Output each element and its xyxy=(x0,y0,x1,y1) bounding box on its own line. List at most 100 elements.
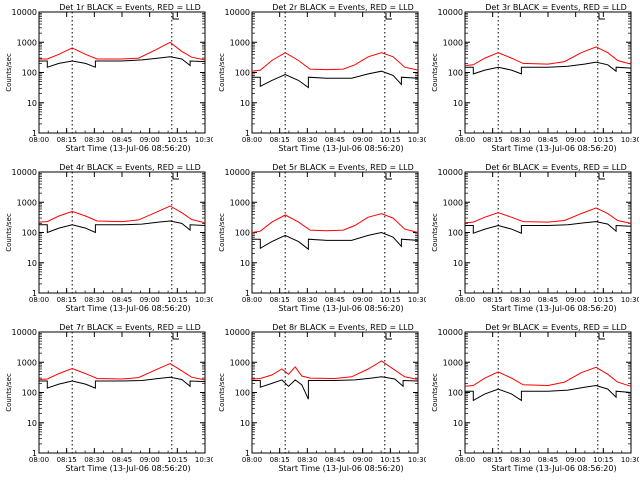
y-tick-label: 10 xyxy=(27,419,37,428)
corner-mark xyxy=(385,333,392,340)
x-tick-label: 08:00 xyxy=(455,136,475,144)
x-tick-label: 09:00 xyxy=(140,136,160,144)
x-tick-label: 08:45 xyxy=(538,136,558,144)
x-tick-label: 08:30 xyxy=(510,456,530,464)
chart-title: Det 2r BLACK = Events, RED = LLD xyxy=(272,3,414,12)
y-tick-label: 10000 xyxy=(438,328,463,337)
y-axis-label: Counts/sec xyxy=(431,373,439,412)
y-tick-label: 1000 xyxy=(230,38,250,47)
x-tick-label: 10:15 xyxy=(593,456,613,464)
chart-title: Det 6r BLACK = Events, RED = LLD xyxy=(485,163,627,172)
y-tick-label: 100 xyxy=(448,229,463,238)
x-tick-label: 09:00 xyxy=(353,136,373,144)
y-tick-label: 10 xyxy=(453,99,463,108)
y-tick-label: 10000 xyxy=(12,8,37,17)
plot-frame xyxy=(464,171,632,294)
x-tick-label: 10:30 xyxy=(621,296,639,304)
x-axis-label: Start Time (13-Jul-06 08:56:20) xyxy=(278,304,403,313)
x-axis-label: Start Time (13-Jul-06 08:56:20) xyxy=(491,464,616,473)
chart-svg: Det 8r BLACK = Events, RED = LLD 1 10 100 10… xyxy=(218,323,426,473)
x-tick-label: 08:30 xyxy=(84,456,104,464)
chart-panel-1: Det 1r BLACK = Events, RED = LLD 1 10 100 10… xyxy=(0,0,213,160)
y-axis-label: Counts/sec xyxy=(5,373,13,412)
y-tick-label: 1000 xyxy=(443,358,463,367)
y-tick-label: 1000 xyxy=(230,358,250,367)
x-tick-label: 10:15 xyxy=(380,456,400,464)
y-tick-label: 1 xyxy=(458,289,463,298)
y-tick-label: 10000 xyxy=(12,328,37,337)
x-axis-label: Start Time (13-Jul-06 08:56:20) xyxy=(491,304,616,313)
chart-panel-7: Det 7r BLACK = Events, RED = LLD 1 10 100 10… xyxy=(0,320,213,480)
y-tick-label: 1 xyxy=(245,449,250,458)
lld-series-line xyxy=(251,213,419,233)
corner-mark xyxy=(172,13,179,20)
x-tick-label: 09:00 xyxy=(566,456,586,464)
y-tick-label: 10000 xyxy=(438,8,463,17)
chart-svg: Det 4r BLACK = Events, RED = LLD 1 10 100 10… xyxy=(5,163,213,313)
x-tick-label: 09:00 xyxy=(140,296,160,304)
corner-mark xyxy=(598,333,605,340)
y-tick-label: 100 xyxy=(235,69,250,78)
chart-panel-3: Det 3r BLACK = Events, RED = LLD 1 10 100 10… xyxy=(426,0,639,160)
events-series-line xyxy=(252,70,419,89)
x-tick-label: 08:15 xyxy=(483,456,503,464)
x-tick-label: 08:15 xyxy=(483,136,503,144)
corner-mark xyxy=(172,333,179,340)
y-tick-label: 1 xyxy=(245,129,250,138)
plot-frame xyxy=(464,11,632,134)
x-tick-label: 08:45 xyxy=(538,456,558,464)
y-tick-label: 1 xyxy=(245,289,250,298)
lld-series-line xyxy=(39,41,206,61)
x-tick-label: 08:15 xyxy=(57,296,77,304)
x-tick-label: 08:30 xyxy=(297,456,317,464)
plot-frame xyxy=(38,11,206,134)
x-tick-label: 09:00 xyxy=(566,296,586,304)
y-tick-label: 100 xyxy=(235,229,250,238)
x-tick-label: 09:00 xyxy=(140,456,160,464)
corner-mark xyxy=(598,13,605,20)
y-tick-label: 1000 xyxy=(443,38,463,47)
x-tick-label: 10:30 xyxy=(408,136,426,144)
y-tick-label: 1000 xyxy=(17,38,37,47)
y-axis-label: Counts/sec xyxy=(218,373,226,412)
x-tick-label: 08:30 xyxy=(297,296,317,304)
x-axis-label: Start Time (13-Jul-06 08:56:20) xyxy=(65,304,190,313)
x-tick-label: 08:45 xyxy=(112,296,132,304)
chart-panel-8: Det 8r BLACK = Events, RED = LLD 1 10 100 10… xyxy=(213,320,426,480)
x-tick-label: 08:00 xyxy=(242,136,262,144)
chart-title: Det 4r BLACK = Events, RED = LLD xyxy=(59,163,201,172)
y-tick-label: 10 xyxy=(240,99,250,108)
x-tick-label: 10:15 xyxy=(167,136,187,144)
x-tick-label: 08:45 xyxy=(325,296,345,304)
x-tick-label: 08:15 xyxy=(57,136,77,144)
lld-series-line xyxy=(464,366,632,387)
lld-series-line xyxy=(251,360,419,380)
x-tick-label: 09:00 xyxy=(566,136,586,144)
plot-frame xyxy=(38,171,206,294)
y-tick-label: 1 xyxy=(32,289,37,298)
x-tick-label: 08:00 xyxy=(29,456,49,464)
y-tick-label: 1 xyxy=(32,129,37,138)
x-tick-label: 08:15 xyxy=(270,136,290,144)
events-series-line xyxy=(465,61,632,75)
y-tick-label: 100 xyxy=(448,69,463,78)
corner-mark xyxy=(172,173,179,180)
x-tick-label: 08:45 xyxy=(325,456,345,464)
x-tick-label: 10:30 xyxy=(621,456,639,464)
x-tick-label: 08:45 xyxy=(112,456,132,464)
plot-frame xyxy=(251,11,419,134)
y-axis-label: Counts/sec xyxy=(431,213,439,252)
chart-title: Det 5r BLACK = Events, RED = LLD xyxy=(272,163,414,172)
chart-panel-6: Det 6r BLACK = Events, RED = LLD 1 10 100 10… xyxy=(426,160,639,320)
x-tick-label: 10:15 xyxy=(380,136,400,144)
y-tick-label: 1000 xyxy=(17,358,37,367)
x-tick-label: 08:30 xyxy=(510,136,530,144)
x-tick-label: 10:30 xyxy=(195,296,213,304)
y-tick-label: 10000 xyxy=(438,168,463,177)
y-tick-label: 100 xyxy=(448,389,463,398)
y-tick-label: 1000 xyxy=(17,198,37,207)
x-axis-label: Start Time (13-Jul-06 08:56:20) xyxy=(65,464,190,473)
x-tick-label: 08:00 xyxy=(29,296,49,304)
x-tick-label: 08:15 xyxy=(57,456,77,464)
chart-panel-5: Det 5r BLACK = Events, RED = LLD 1 10 100 10… xyxy=(213,160,426,320)
